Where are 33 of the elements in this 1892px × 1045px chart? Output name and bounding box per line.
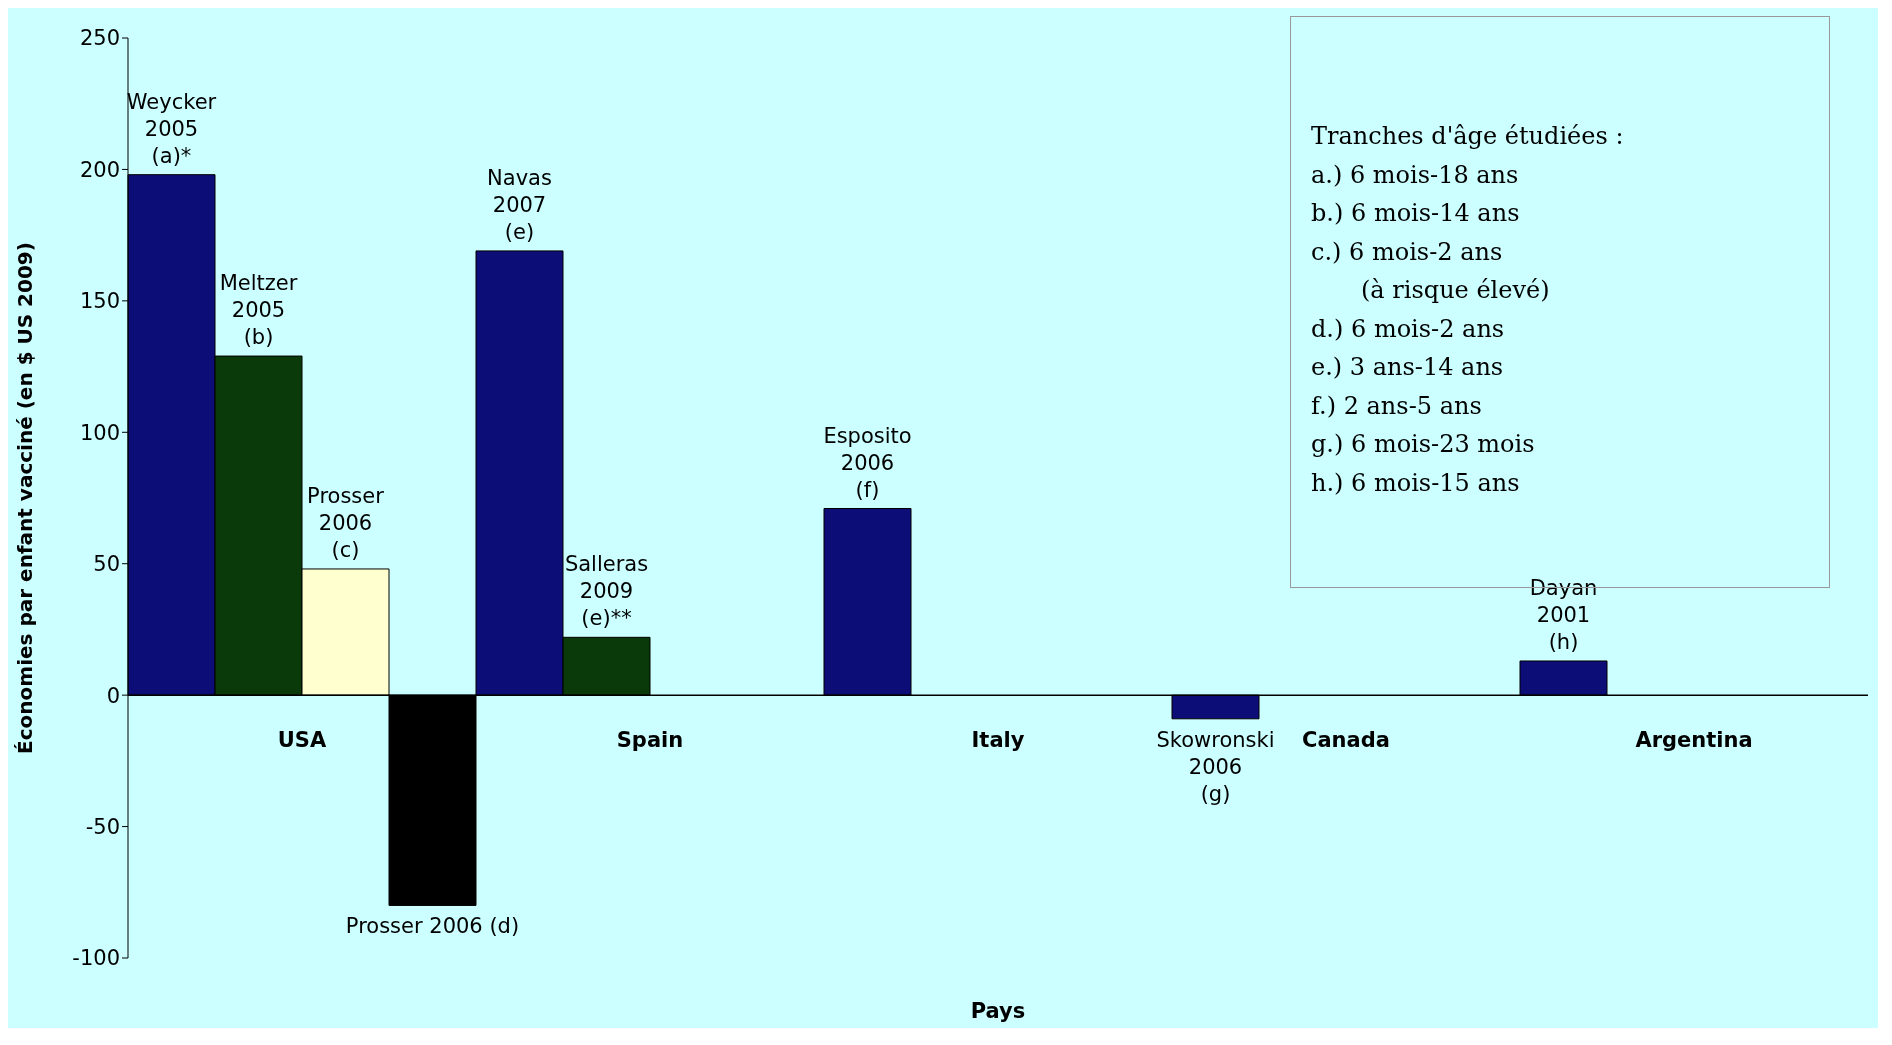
annotation: Prosser 2006 (c) bbox=[307, 483, 385, 562]
y-tick-label: 0 bbox=[106, 683, 120, 708]
annotation: (à risque élevé) bbox=[1360, 275, 1551, 306]
annotation: Tranches d'âge étudiées : bbox=[1311, 121, 1625, 152]
x-tick-label: USA bbox=[277, 728, 327, 753]
y-tick-label: -100 bbox=[72, 946, 120, 971]
x-tick-label: Italy bbox=[971, 728, 1025, 753]
annotation: e.) 3 ans-14 ans bbox=[1311, 352, 1505, 383]
annotation: Meltzer 2005 (b) bbox=[219, 271, 298, 350]
x-axis-title: Pays bbox=[970, 999, 1026, 1023]
y-tick-label: 100 bbox=[79, 420, 120, 445]
annotation: c.) 6 mois-2 ans bbox=[1311, 236, 1504, 268]
annotation: Esposito 2006 (f) bbox=[823, 423, 912, 502]
annotation: Skowronski 2006 (g) bbox=[1156, 727, 1275, 806]
annotation: f.) 2 ans-5 ans bbox=[1311, 390, 1483, 422]
x-tick-label: Argentina bbox=[1635, 728, 1753, 753]
annotation: Salleras 2009 (e)** bbox=[564, 552, 649, 631]
y-tick-label: 250 bbox=[79, 26, 120, 51]
annotation: d.) 6 mois-2 ans bbox=[1311, 313, 1506, 345]
y-tick-label: -50 bbox=[85, 815, 120, 840]
y-tick-label: 200 bbox=[79, 157, 120, 182]
annotation: Prosser 2006 (d) bbox=[345, 914, 520, 939]
annotation: b.) 6 mois-14 ans bbox=[1311, 198, 1521, 229]
x-tick-label: Spain bbox=[616, 728, 684, 753]
annotation: h.) 6 mois-15 ans bbox=[1311, 467, 1521, 499]
y-axis-title: Économies par enfant vacciné (en $ US 2009) bbox=[13, 242, 37, 754]
x-tick-label: Canada bbox=[1302, 728, 1390, 753]
y-tick-label: 50 bbox=[93, 552, 120, 577]
annotation: Navas 2007 (e) bbox=[487, 165, 552, 244]
annotation: a.) 6 mois-18 ans bbox=[1311, 159, 1520, 191]
y-tick-label: 150 bbox=[79, 289, 120, 314]
annotation: Weycker 2005 (a)* bbox=[126, 89, 217, 168]
annotation: g.) 6 mois-23 mois bbox=[1311, 429, 1536, 460]
